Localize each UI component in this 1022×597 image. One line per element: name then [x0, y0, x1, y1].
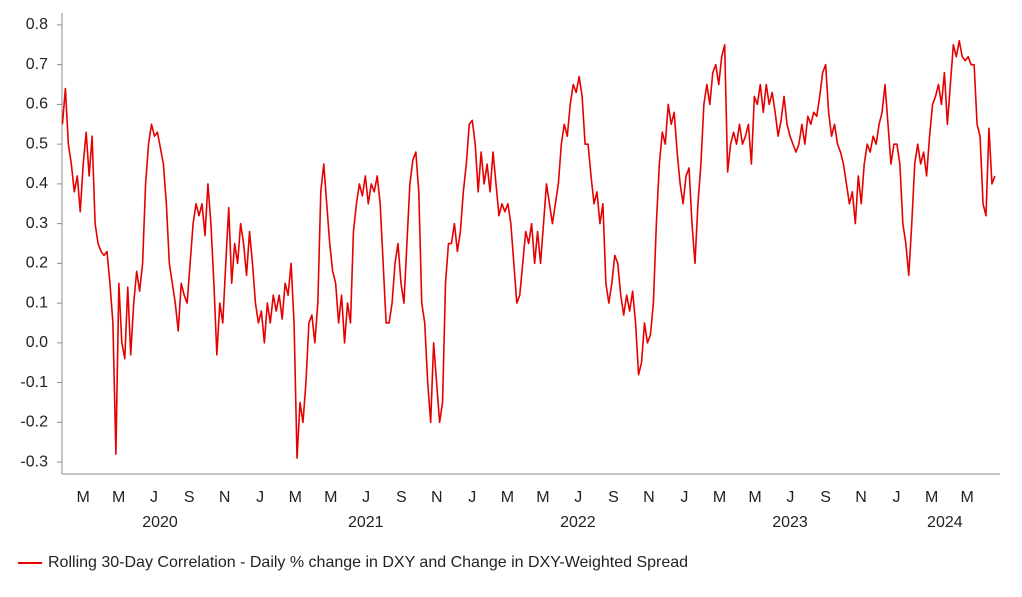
- year-label: 2021: [348, 514, 384, 531]
- y-tick-label: 0.7: [26, 56, 48, 73]
- x-tick-label: M: [536, 489, 549, 506]
- x-tick-label: J: [680, 489, 688, 506]
- legend-label: Rolling 30-Day Correlation - Daily % cha…: [48, 554, 688, 571]
- x-tick-label: J: [468, 489, 476, 506]
- x-tick-label: S: [396, 489, 407, 506]
- x-tick-label: J: [256, 489, 264, 506]
- year-label: 2024: [927, 514, 963, 531]
- y-tick-label: 0.6: [26, 96, 48, 113]
- y-tick-label: -0.2: [20, 414, 48, 431]
- x-tick-label: M: [960, 489, 973, 506]
- y-tick-label: 0.3: [26, 215, 48, 232]
- y-tick-label: 0.0: [26, 334, 48, 351]
- x-tick-label: S: [608, 489, 619, 506]
- x-tick-label: S: [820, 489, 831, 506]
- x-tick-label: J: [150, 489, 158, 506]
- y-tick-label: 0.8: [26, 16, 48, 33]
- x-tick-label: M: [748, 489, 761, 506]
- x-tick-label: M: [501, 489, 514, 506]
- x-tick-label: J: [574, 489, 582, 506]
- y-tick-label: -0.1: [20, 374, 48, 391]
- x-tick-label: N: [855, 489, 867, 506]
- y-tick-label: 0.2: [26, 255, 48, 272]
- x-tick-label: N: [431, 489, 443, 506]
- year-label: 2023: [772, 514, 808, 531]
- x-tick-label: J: [892, 489, 900, 506]
- x-tick-label: N: [643, 489, 655, 506]
- year-label: 2022: [560, 514, 596, 531]
- y-tick-label: 0.1: [26, 294, 48, 311]
- x-tick-label: M: [925, 489, 938, 506]
- y-tick-label: -0.3: [20, 453, 48, 470]
- x-tick-label: S: [184, 489, 195, 506]
- series-line: [61, 40, 996, 459]
- x-tick-label: M: [112, 489, 125, 506]
- y-tick-label: 0.5: [26, 135, 48, 152]
- x-tick-label: J: [362, 489, 370, 506]
- x-tick-label: J: [786, 489, 794, 506]
- x-tick-label: M: [77, 489, 90, 506]
- x-tick-label: M: [713, 489, 726, 506]
- y-tick-label: 0.4: [26, 175, 48, 192]
- x-tick-label: M: [324, 489, 337, 506]
- year-label: 2020: [142, 514, 178, 531]
- x-tick-label: N: [219, 489, 231, 506]
- x-tick-label: M: [289, 489, 302, 506]
